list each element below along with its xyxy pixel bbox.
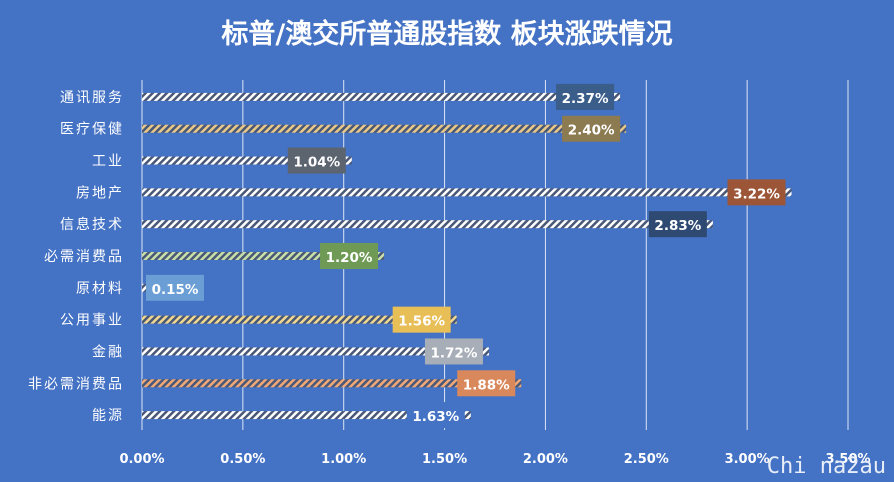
x-tick-label: 0.50% [220,452,265,467]
bar [142,315,457,324]
data-label-text: 2.83% [654,218,701,234]
bar [142,92,621,101]
data-label: 3.22% [727,179,786,206]
x-tick-label: 1.50% [422,452,467,467]
data-label-box [320,243,379,269]
category-label: 金融 [92,344,124,360]
data-label: 2.37% [556,83,615,110]
category-label: 公用事业 [60,313,124,329]
data-label-text: 1.56% [398,314,445,330]
data-labels: 2.37% 2.40% 1.04% 3.22% 2.83% 1.20% 0.15% 1.56%… [146,83,786,429]
data-label-box [556,83,615,110]
x-tick-label: 0.00% [119,452,164,467]
x-axis-tick-labels: 0.00% 0.50% 1.00% 1.50% 2.00% 2.50% 3.00% 3.50% [119,452,870,467]
category-label: 必需消费品 [44,249,124,265]
data-label: 1.72% [424,338,483,365]
data-label-text: 0.15% [152,282,199,298]
data-label: 1.88% [457,370,516,397]
data-label: 1.56% [392,306,451,333]
data-label-text: 1.20% [326,250,373,266]
data-label-box [727,179,786,206]
data-label-text: 1.88% [463,377,510,393]
category-label: 能源 [92,408,124,424]
category-label: 房地产 [76,185,124,201]
data-label-box [406,402,465,429]
x-tick-label: 2.50% [624,452,669,467]
x-tick-label: 1.00% [321,452,366,467]
bar [142,347,489,356]
bar [142,411,471,420]
bar [142,188,792,197]
data-label: 2.40% [562,115,621,142]
data-label-text: 2.40% [568,123,615,139]
data-label-box [146,274,204,301]
data-label-text: 1.72% [431,345,478,361]
x-tick-label: 3.00% [725,452,770,467]
category-label: 通讯服务 [60,90,124,106]
category-label: 非必需消费品 [28,376,124,392]
data-label: 0.15% [146,274,204,301]
data-label-text: 1.04% [293,155,340,171]
chart-title: 标普/澳交所普通股指数 板块涨跌情况 [221,18,672,50]
bar [142,220,713,229]
data-label: 1.63% [406,402,465,429]
data-label-box [287,147,346,174]
data-label-text: 1.63% [412,409,459,425]
data-label: 1.20% [320,243,379,269]
data-label-text: 3.22% [733,186,780,202]
watermark-text: Chi na2au [767,454,886,479]
bar [142,156,352,165]
category-label: 原材料 [76,281,124,297]
category-label: 工业 [92,154,124,170]
data-label-box [648,211,707,238]
x-tick-label: 3.50% [825,452,870,467]
data-label: 2.83% [648,211,707,238]
data-label-box [424,338,483,365]
data-label-text: 2.37% [562,91,609,107]
data-label-box [562,115,621,142]
bar [142,379,522,388]
data-label: 1.04% [287,147,346,174]
bar [142,124,627,133]
bar [142,252,385,260]
bar-group [142,92,792,420]
category-label: 信息技术 [60,216,124,233]
x-tick-label: 2.00% [523,452,568,467]
category-label: 医疗保健 [60,122,124,138]
data-label-box [457,370,516,397]
data-label-box [392,306,451,333]
